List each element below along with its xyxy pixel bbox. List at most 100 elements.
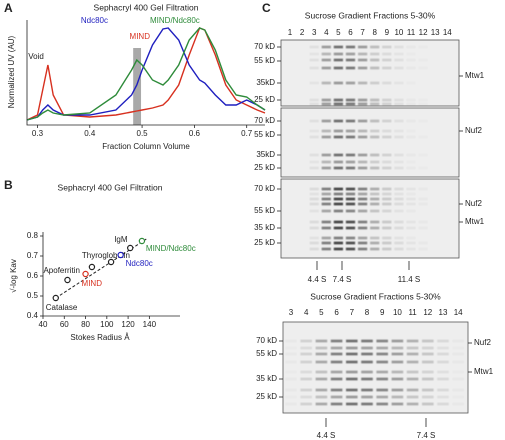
lane-label: 3 (312, 28, 317, 37)
lane-label: 6 (348, 28, 353, 37)
data-point (107, 258, 115, 266)
panel-label: C (262, 1, 271, 15)
band (345, 66, 356, 70)
band (406, 187, 416, 191)
band (437, 388, 449, 392)
band (345, 187, 356, 191)
band (361, 352, 373, 356)
band (358, 187, 368, 191)
band (437, 339, 449, 343)
band (370, 119, 380, 123)
mw-label: 55 kD (254, 56, 275, 65)
band (437, 352, 449, 356)
lane-label: 12 (423, 308, 432, 317)
band (358, 241, 368, 245)
band (315, 402, 328, 406)
band (345, 241, 356, 245)
mw-label: 35kD (256, 150, 275, 159)
band (333, 220, 343, 224)
band (285, 396, 297, 399)
band (394, 197, 404, 201)
protein-label: Nuf2 (465, 126, 482, 135)
band (382, 135, 392, 139)
band (419, 203, 428, 206)
band (309, 129, 319, 133)
sedimentation-label: 7.4 S (333, 275, 352, 284)
band (382, 119, 392, 123)
band (422, 395, 434, 399)
band (333, 241, 343, 245)
band (382, 187, 392, 191)
data-point (138, 237, 146, 245)
mw-label: 25 kD (254, 95, 275, 104)
band (437, 370, 449, 374)
band (333, 45, 343, 49)
y-tick-label: 0.6 (27, 271, 39, 280)
panel-b: 40 60 80 100 120 140 0.4 0.5 0.6 0.7 0.8 Catalase Ap… (27, 231, 196, 329)
band (346, 377, 358, 381)
mw-label: 35 kD (256, 374, 277, 383)
band (333, 119, 343, 123)
band (419, 59, 428, 62)
shaded-span (133, 48, 142, 125)
data-point (52, 294, 59, 302)
mw-label: 35kD (256, 78, 275, 87)
band (370, 166, 380, 170)
band (358, 202, 368, 206)
band (330, 370, 343, 374)
data-point (127, 244, 134, 252)
band (345, 220, 356, 224)
band (394, 209, 404, 213)
band (333, 187, 343, 191)
band (394, 236, 404, 240)
lane-label: 2 (300, 28, 305, 37)
band (309, 58, 319, 62)
band (382, 226, 392, 230)
band (406, 46, 415, 49)
band (394, 226, 404, 230)
band (321, 66, 331, 70)
band (419, 242, 428, 245)
point-label: Thyroglobulin (82, 251, 130, 260)
band (309, 192, 319, 196)
band (406, 377, 419, 381)
mw-label: 25 kD (254, 238, 275, 247)
band (391, 402, 404, 406)
band (382, 81, 392, 85)
lane-label: 1 (288, 28, 293, 37)
band (370, 135, 380, 139)
axis (26, 20, 265, 126)
band (321, 52, 331, 56)
band (358, 45, 368, 49)
lane-label: 11 (407, 28, 416, 37)
band (315, 395, 328, 399)
band (361, 395, 373, 399)
panel-c: Sucrose Gradient Fractions 5-30%1 2 3 4 5 6 7 8… (254, 10, 494, 440)
band (382, 241, 392, 245)
band (370, 129, 380, 133)
band (391, 388, 404, 392)
band (309, 119, 319, 123)
band (406, 193, 415, 196)
band (309, 102, 319, 106)
band (315, 360, 328, 364)
band (333, 52, 343, 56)
band (330, 346, 343, 350)
band (361, 346, 373, 350)
band (333, 102, 343, 106)
band (391, 339, 404, 343)
band (361, 360, 373, 364)
lane-label: 5 (319, 308, 324, 317)
band (422, 377, 434, 381)
x-tick-label: 0.5 (137, 129, 149, 138)
band (321, 58, 331, 62)
band (394, 102, 404, 106)
band (309, 52, 319, 56)
band (309, 202, 319, 206)
band (358, 220, 368, 224)
band (382, 66, 392, 70)
band (382, 102, 392, 106)
band (345, 166, 356, 170)
band (333, 135, 343, 139)
band (309, 66, 319, 70)
